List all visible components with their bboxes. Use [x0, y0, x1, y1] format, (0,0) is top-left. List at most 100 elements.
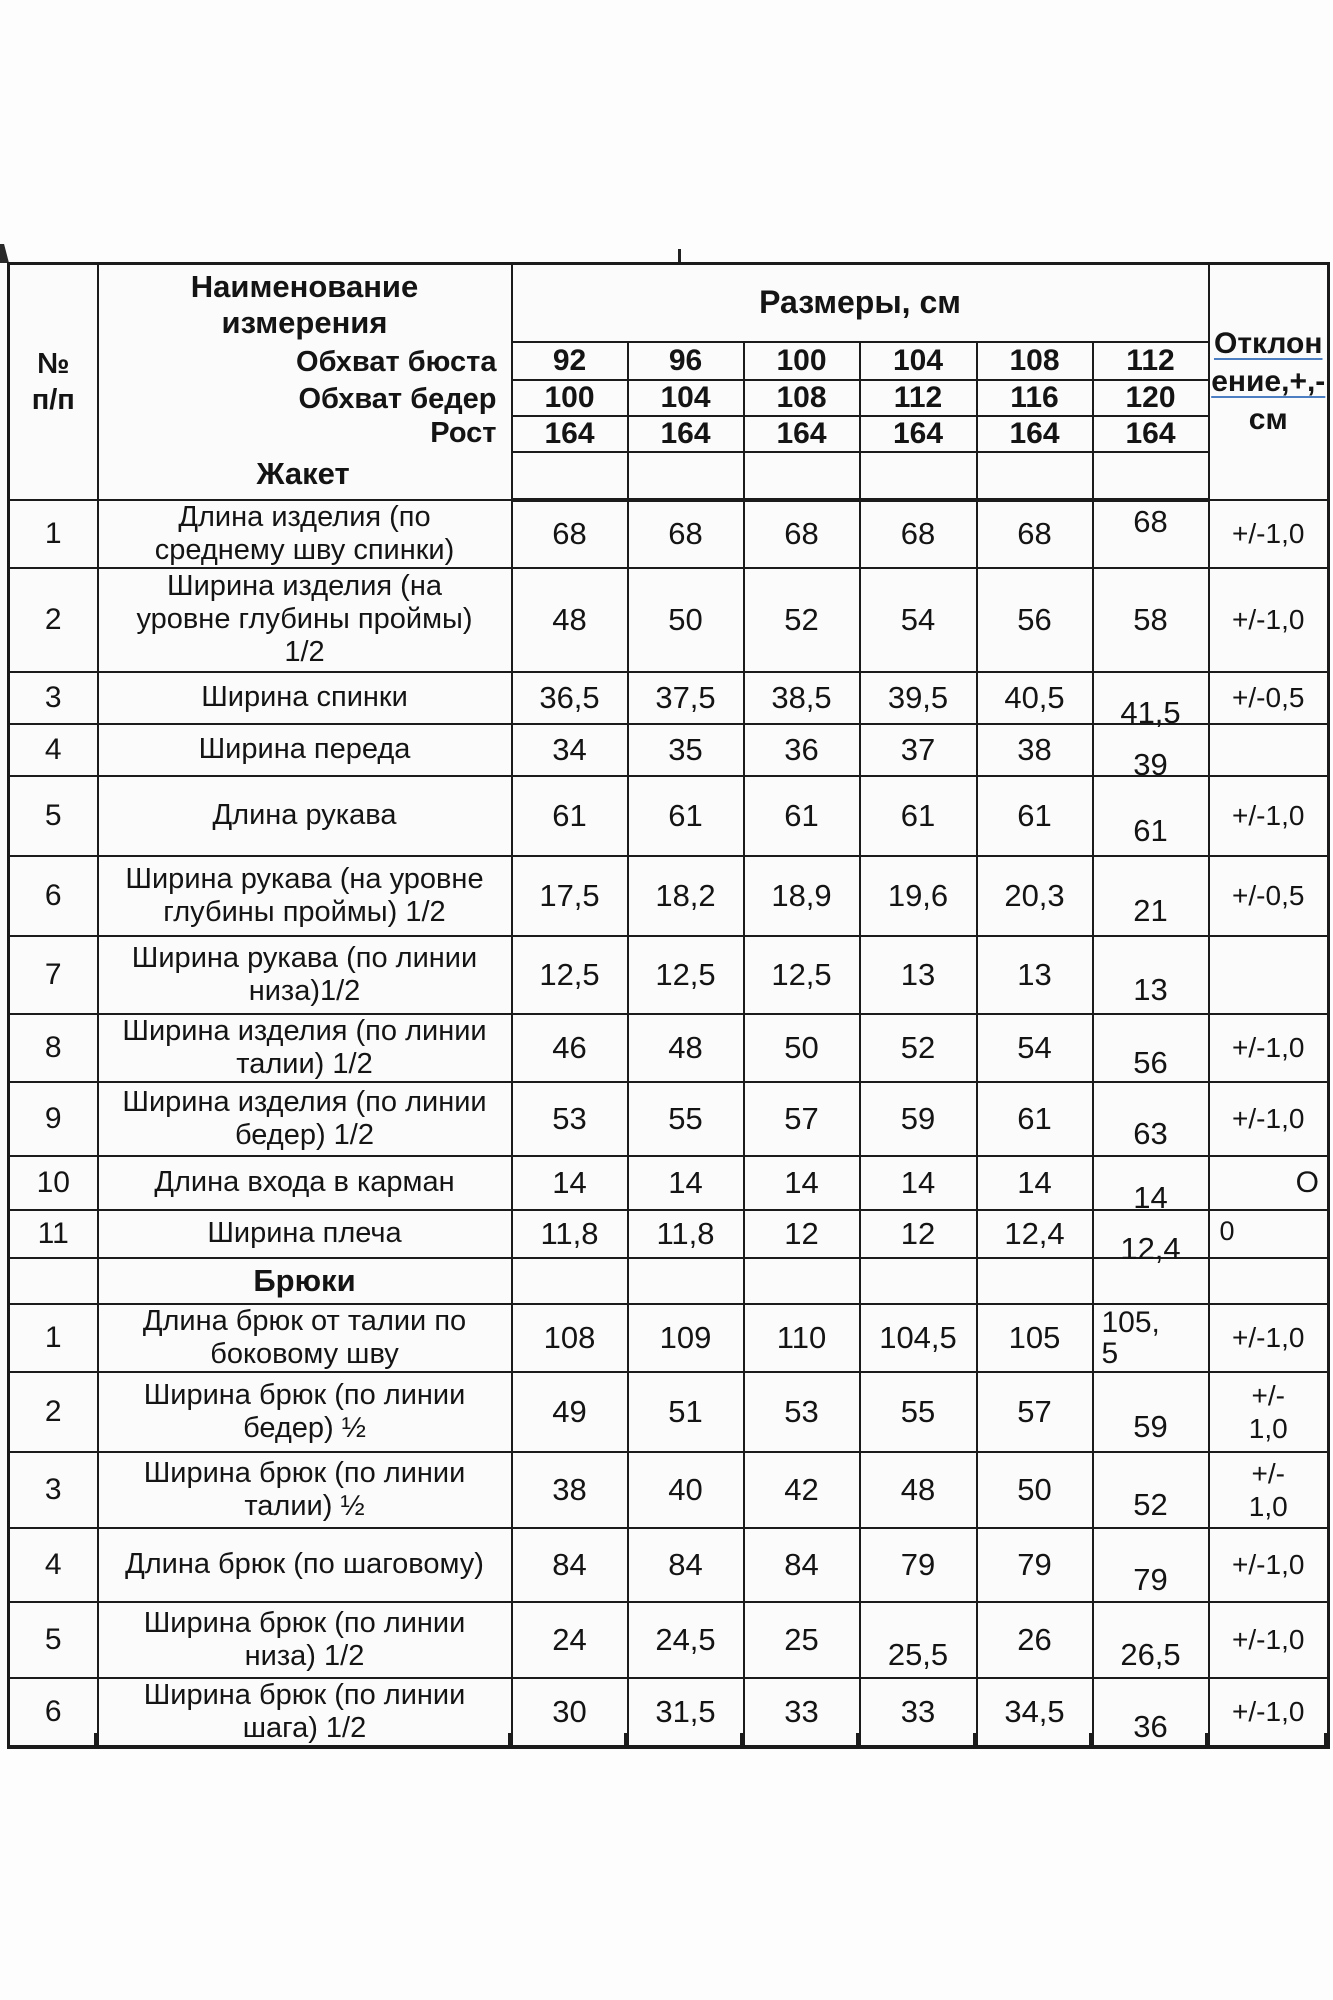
size-header-cell: 164: [510, 414, 629, 453]
deviation-cell: +/-1,0: [1207, 1012, 1330, 1083]
size-value-cell: 56: [1091, 1012, 1210, 1083]
size-value: 84: [668, 1546, 703, 1582]
size-value-cell: 40: [626, 1450, 745, 1529]
deviation-cell: +/-1,0: [1207, 566, 1330, 673]
deviation-cell: +/-0,5: [1207, 670, 1330, 725]
size-value: 49: [552, 1393, 587, 1429]
border-stub: [973, 1733, 976, 1745]
size-value: 48: [668, 1029, 703, 1065]
empty-deviation-cell: [1207, 1256, 1330, 1305]
size-value-cell: 36: [742, 722, 861, 777]
empty-cell: [510, 450, 629, 502]
size-value-cell: 84: [510, 1526, 629, 1603]
deviation-cell: +/-1,0: [1207, 498, 1330, 569]
size-value-cell: 109: [626, 1302, 745, 1373]
size-value-cell: 37,5: [626, 670, 745, 725]
size-header-cell: 104: [626, 378, 745, 417]
header-row-main: № п/п Наименование измерения Обхват бюста О…: [7, 262, 1330, 501]
size-value: 12,5: [539, 956, 600, 992]
size-value: 31,5: [655, 1693, 716, 1729]
size-value-cell: 105, 5: [1091, 1302, 1210, 1373]
size-value-cell: 18,2: [626, 854, 745, 937]
size-value: 11,8: [656, 1215, 715, 1251]
deviation-cell: 0: [1207, 1208, 1330, 1259]
size-value: 52: [900, 1029, 936, 1065]
bust-girth-label: Обхват бюста: [296, 346, 497, 379]
size-value-cell: 14: [626, 1154, 745, 1211]
height-label: Рост: [430, 417, 497, 450]
size-header-cell: 164: [1091, 414, 1210, 453]
size-value-cell: 68: [510, 498, 629, 569]
size-value: 17,5: [539, 877, 600, 913]
size-value-cell: 26,5: [1091, 1600, 1210, 1679]
size-header-cell: 112: [1091, 340, 1210, 381]
size-value-cell: 105: [975, 1302, 1094, 1373]
size-value-cell: 50: [975, 1450, 1094, 1529]
size-header-cell: 116: [975, 378, 1094, 417]
deviation-cell: [1207, 934, 1330, 1015]
column-header-measurement-name: Наименование измерения Обхват бюста Обхват…: [96, 262, 513, 501]
size-value-cell: 36,5: [510, 670, 629, 725]
size-value-cell: 25,5: [858, 1600, 978, 1679]
size-value: 41,5: [1120, 694, 1181, 730]
jacket-row-11: 11 Ширина плеча 11,8 11,8 12 12 12,4 12,4 0: [7, 1208, 1330, 1266]
size-value: 50: [784, 1029, 819, 1065]
size-value-cell: 59: [858, 1080, 978, 1157]
size-value-cell: 12,5: [626, 934, 745, 1015]
size-value: 39: [1133, 746, 1168, 782]
size-value-cell: 68: [742, 498, 861, 569]
trousers-row-3: 3 Ширина брюк (по линии талии) ½ 38 40 42 48 5…: [7, 1450, 1330, 1529]
size-value: 12,5: [771, 956, 832, 992]
deviation-cell: +/-1,0: [1207, 1676, 1330, 1749]
size-value: 13: [900, 956, 936, 992]
size-value: 38: [1017, 731, 1052, 767]
measurement-label: Ширина переда: [96, 722, 513, 777]
size-value-cell: 20,3: [975, 854, 1094, 937]
size-value: 14: [900, 1164, 936, 1200]
size-value: 11,8: [540, 1215, 599, 1251]
size-value: 37,5: [655, 679, 716, 715]
size-value: 54: [900, 601, 936, 637]
size-value: 52: [784, 601, 819, 637]
measurement-label: Длина рукава: [96, 774, 513, 857]
size-value-cell: 54: [975, 1012, 1094, 1083]
measurement-label: Ширина рукава (по линии низа)1/2: [96, 934, 513, 1015]
size-value-cell: 58: [1091, 566, 1210, 673]
section-title-trousers: Брюки: [96, 1256, 513, 1305]
size-header-cell: 164: [975, 414, 1094, 453]
size-header-cell: 164: [626, 414, 745, 453]
size-value: 53: [552, 1100, 587, 1136]
size-value-cell: 37: [858, 722, 978, 777]
size-value: 24,5: [655, 1621, 716, 1657]
size-value: 68: [1017, 516, 1052, 551]
size-value-cell: 52: [742, 566, 861, 673]
size-value-cell: 63: [1091, 1080, 1210, 1157]
hip-girth-label: Обхват бедер: [298, 383, 497, 416]
measurement-label: Ширина изделия (на уровне глубины проймы…: [96, 566, 513, 673]
size-value-cell: 79: [1091, 1526, 1210, 1603]
scan-corner-artifact: [0, 244, 9, 263]
measurement-label: Длина изделия (по среднему шву спинки): [96, 498, 513, 569]
size-value: 36: [1133, 1708, 1168, 1744]
size-value: 24: [552, 1621, 587, 1657]
size-value: 84: [552, 1546, 587, 1582]
size-value-cell: 61: [510, 774, 629, 857]
size-value-cell: 40,5: [975, 670, 1094, 725]
size-value: 61: [1017, 797, 1052, 833]
size-header-cell: 164: [858, 414, 978, 453]
size-header-cell: 112: [858, 378, 978, 417]
size-value-cell: 31,5: [626, 1676, 745, 1749]
row-number-cell: 1: [7, 498, 99, 569]
empty-cell: [626, 450, 745, 502]
jacket-section-header-row: [9, 450, 1329, 502]
trousers-section-header-row: Брюки: [7, 1256, 1330, 1305]
size-value: 61: [784, 797, 819, 833]
size-value-cell: 53: [510, 1080, 629, 1157]
size-value: 33: [784, 1693, 819, 1729]
jacket-row-9: 9 Ширина изделия (по линии бедер) 1/2 53 55…: [7, 1080, 1330, 1157]
size-header-cell: 108: [975, 340, 1094, 381]
size-value: 68: [784, 516, 819, 551]
row-number-cell: 5: [7, 774, 99, 857]
empty-cell: [975, 450, 1094, 502]
size-value: 59: [1133, 1408, 1168, 1444]
